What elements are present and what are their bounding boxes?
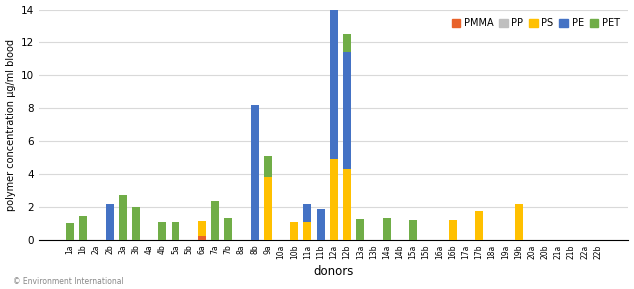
Bar (304, 222, 311, 240)
Bar (106, 203, 113, 240)
Bar (475, 211, 483, 240)
Legend: PMMA, PP, PS, PE, PET: PMMA, PP, PS, PE, PET (448, 14, 624, 32)
Bar (343, 34, 351, 52)
Bar (79, 216, 87, 240)
Y-axis label: polymer concentration μg/ml blood: polymer concentration μg/ml blood (6, 39, 16, 211)
Bar (343, 169, 351, 240)
Bar (383, 218, 391, 240)
Bar (409, 220, 417, 240)
Text: © Environment International: © Environment International (13, 277, 124, 286)
Bar (198, 221, 206, 236)
Bar (211, 201, 219, 240)
Bar (250, 105, 259, 240)
Bar (330, 0, 338, 159)
Bar (198, 236, 206, 240)
Bar (316, 208, 325, 240)
Bar (449, 220, 456, 240)
Bar (66, 223, 74, 240)
Bar (132, 207, 140, 240)
Bar (172, 222, 179, 240)
Bar (264, 177, 272, 240)
Bar (343, 52, 351, 169)
X-axis label: donors: donors (314, 265, 354, 278)
Bar (158, 223, 166, 240)
Bar (224, 218, 232, 240)
Bar (264, 156, 272, 177)
Bar (290, 222, 298, 240)
Bar (304, 203, 311, 222)
Bar (515, 203, 522, 240)
Bar (330, 159, 338, 240)
Bar (356, 219, 364, 240)
Bar (119, 195, 127, 240)
